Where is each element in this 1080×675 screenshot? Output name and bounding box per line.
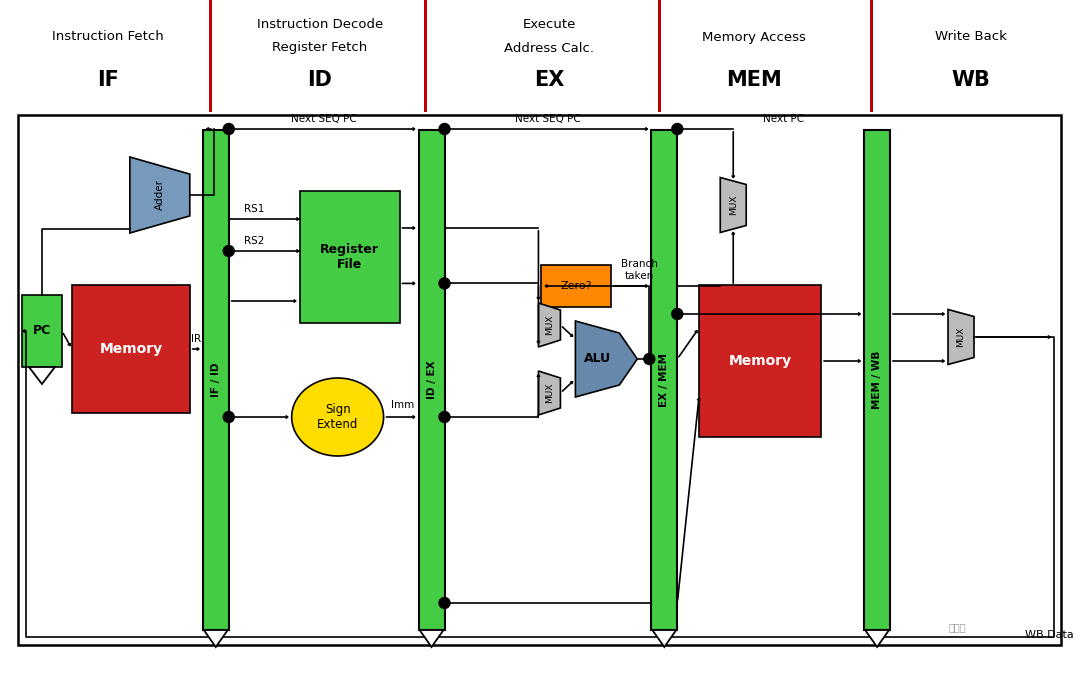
Polygon shape xyxy=(576,321,637,397)
Bar xyxy=(651,130,677,630)
Text: Branch
taken: Branch taken xyxy=(621,259,658,281)
Text: RS2: RS2 xyxy=(244,236,265,246)
Text: Next SEQ PC: Next SEQ PC xyxy=(515,114,581,124)
Text: Zero?: Zero? xyxy=(561,281,592,291)
Text: Address Calc.: Address Calc. xyxy=(504,41,594,55)
Text: EX / MEM: EX / MEM xyxy=(659,353,670,407)
Polygon shape xyxy=(652,630,676,647)
Bar xyxy=(72,285,190,413)
Circle shape xyxy=(440,278,450,289)
Circle shape xyxy=(440,124,450,134)
Bar xyxy=(203,130,229,630)
Polygon shape xyxy=(865,630,889,647)
Text: Instruction Fetch: Instruction Fetch xyxy=(52,30,164,43)
Text: Adder: Adder xyxy=(154,180,165,211)
Polygon shape xyxy=(948,310,974,364)
Text: WB Data: WB Data xyxy=(1025,630,1074,640)
Polygon shape xyxy=(419,630,444,647)
Text: Write Back: Write Back xyxy=(935,30,1007,43)
Circle shape xyxy=(224,124,234,134)
Text: Sign
Extend: Sign Extend xyxy=(316,403,359,431)
Circle shape xyxy=(672,308,683,319)
Polygon shape xyxy=(130,157,190,233)
Text: IF / ID: IF / ID xyxy=(211,362,220,398)
Polygon shape xyxy=(29,367,55,384)
Text: MUX: MUX xyxy=(545,383,554,403)
Polygon shape xyxy=(720,178,746,232)
Circle shape xyxy=(644,354,654,364)
Text: Next PC: Next PC xyxy=(764,114,805,124)
Polygon shape xyxy=(204,630,228,647)
Text: MEM: MEM xyxy=(727,70,782,90)
Text: RS1: RS1 xyxy=(244,204,265,214)
Bar xyxy=(699,285,821,437)
Text: ID / EX: ID / EX xyxy=(427,360,436,400)
Bar xyxy=(18,115,1061,645)
Text: MUX: MUX xyxy=(957,327,966,347)
Text: WB: WB xyxy=(951,70,990,90)
Text: IR: IR xyxy=(191,334,201,344)
Bar xyxy=(299,191,400,323)
Text: Imm: Imm xyxy=(391,400,415,410)
Polygon shape xyxy=(539,371,561,415)
Text: Memory: Memory xyxy=(99,342,162,356)
Bar xyxy=(419,130,445,630)
Text: Execute: Execute xyxy=(523,18,576,32)
Text: Memory Access: Memory Access xyxy=(702,30,806,43)
Circle shape xyxy=(440,597,450,608)
Text: EX: EX xyxy=(535,70,565,90)
Bar xyxy=(541,265,611,307)
Text: 量子位: 量子位 xyxy=(948,622,966,632)
Circle shape xyxy=(440,412,450,423)
Circle shape xyxy=(672,124,683,134)
Text: Register
File: Register File xyxy=(320,243,379,271)
Bar xyxy=(22,295,62,367)
Text: Instruction Decode: Instruction Decode xyxy=(257,18,382,32)
Text: Register Fetch: Register Fetch xyxy=(272,41,367,55)
Text: IF: IF xyxy=(97,70,119,90)
Text: ID: ID xyxy=(307,70,333,90)
Text: PC: PC xyxy=(32,325,51,338)
Polygon shape xyxy=(539,303,561,347)
Ellipse shape xyxy=(292,378,383,456)
Text: ALU: ALU xyxy=(584,352,611,365)
Bar xyxy=(864,130,890,630)
Text: MUX: MUX xyxy=(729,195,738,215)
Text: MEM / WB: MEM / WB xyxy=(872,351,882,409)
Text: Next SEQ PC: Next SEQ PC xyxy=(291,114,356,124)
Circle shape xyxy=(224,246,234,256)
Text: MUX: MUX xyxy=(545,315,554,335)
Text: Memory: Memory xyxy=(729,354,792,368)
Circle shape xyxy=(224,412,234,423)
